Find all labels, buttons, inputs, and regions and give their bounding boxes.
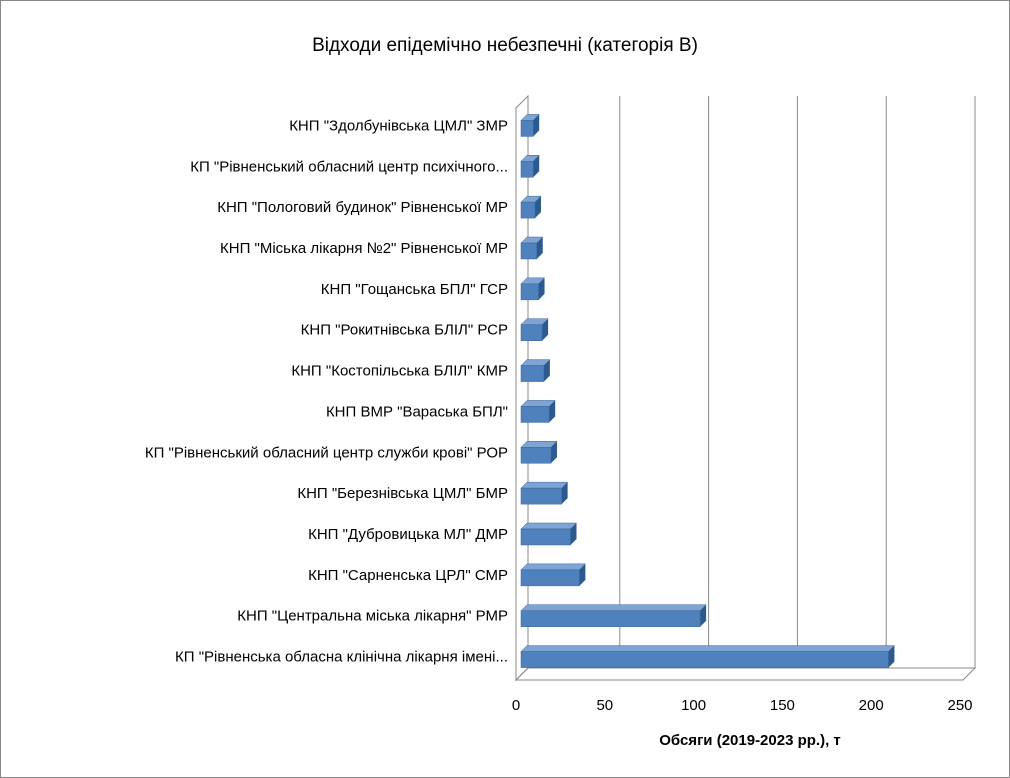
bar-front <box>520 201 536 219</box>
bar-side <box>534 196 541 219</box>
bar-front <box>520 528 571 546</box>
bar <box>520 481 569 505</box>
bar-side <box>536 237 543 259</box>
bar-top <box>520 441 558 448</box>
bar <box>520 155 540 178</box>
bar-side <box>888 645 895 668</box>
bar-side <box>550 441 557 464</box>
y-tick-label: КНП "Пологовий будинок" Рівненської МР <box>217 199 508 216</box>
bar <box>520 195 542 219</box>
bar-front <box>520 242 538 260</box>
y-tick-label: КП "Рівненський обласний центр служби кр… <box>145 444 508 461</box>
bar-top <box>520 563 586 571</box>
bar-side <box>570 523 577 545</box>
y-tick-label: КНП ВМР "Вараська БПЛ" <box>326 403 508 420</box>
x-tick-label: 150 <box>770 697 795 714</box>
chart-title: Відходи епідемічно небезпечні (категорія… <box>312 35 698 56</box>
y-tick-label: КНП "Березнівська ЦМЛ" БМР <box>297 485 508 502</box>
x-tick-label: 100 <box>681 697 706 714</box>
bar-top <box>520 604 707 611</box>
bar <box>520 277 546 301</box>
x-tick-label: 50 <box>596 697 613 714</box>
bar-front <box>520 406 550 423</box>
bar <box>520 522 578 546</box>
y-tick-label: КНП "Центральна міська лікарня" РМР <box>237 608 508 625</box>
bar-side <box>700 604 707 627</box>
y-tick-label: КНП "Рокитнівська БЛІЛ" РСР <box>301 322 508 339</box>
bar-front <box>520 651 889 668</box>
bar-side <box>533 114 540 137</box>
bar-side <box>538 277 545 300</box>
bar-front <box>520 324 543 341</box>
bar <box>520 400 556 423</box>
bar <box>520 441 558 464</box>
bar-front <box>520 365 545 382</box>
bar-side <box>561 482 568 505</box>
bar-top <box>520 522 578 530</box>
y-tick-label: КНП "Гощанська БПЛ" ГСР <box>321 281 508 298</box>
bar-side <box>549 400 556 423</box>
bar-front <box>520 283 539 301</box>
bar <box>520 359 551 382</box>
bar <box>520 318 549 341</box>
bar-front <box>520 447 552 464</box>
bar-side <box>542 318 549 341</box>
y-tick-label: КНП "Сарненська ЦРЛ" СМР <box>308 567 508 584</box>
bar <box>520 236 544 260</box>
x-tick-label: 0 <box>512 697 520 714</box>
y-tick-label: КП "Рівненський обласний центр психічног… <box>190 158 508 175</box>
bar-front <box>520 161 534 178</box>
bar-top <box>520 400 556 407</box>
bar <box>520 604 707 627</box>
x-axis-label: Обсяги (2019-2023 рр.), т <box>659 732 841 749</box>
y-tick-label: КНП "Костопільська БЛІЛ" КМР <box>291 363 508 380</box>
bar-top <box>520 481 569 489</box>
y-tick-label: КНП "Міська лікарня №2" Рівненської МР <box>220 240 508 257</box>
bar-top <box>520 645 896 652</box>
bar-front <box>520 487 562 505</box>
bar-front <box>520 120 534 137</box>
x-tick-label: 200 <box>859 697 884 714</box>
y-tick-label: КП "Рівненська обласна клінічна лікарня … <box>175 649 508 666</box>
bar-side <box>543 359 550 382</box>
bar-side <box>579 563 586 586</box>
bar-front <box>520 569 580 587</box>
bar-side <box>533 155 540 178</box>
bar <box>520 645 896 668</box>
y-tick-label: КНП "Здолбунівська ЦМЛ" ЗМР <box>289 117 508 134</box>
bar <box>520 563 586 587</box>
bar <box>520 114 540 137</box>
x-tick-label: 250 <box>947 697 972 714</box>
y-tick-label: КНП "Дубровицька МЛ" ДМР <box>308 526 508 543</box>
bar-front <box>520 610 701 627</box>
